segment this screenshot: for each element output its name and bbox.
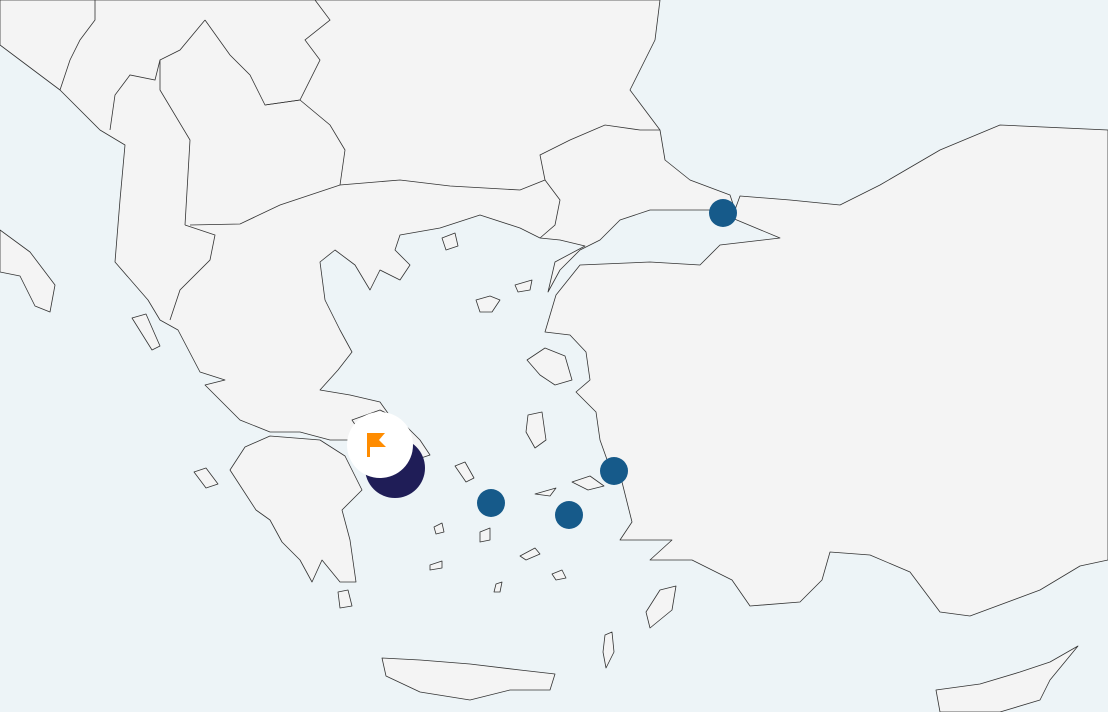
naxos bbox=[519, 547, 541, 561]
small-island bbox=[551, 569, 567, 581]
small-island bbox=[193, 467, 219, 489]
peloponnese bbox=[229, 435, 363, 583]
andros bbox=[454, 461, 475, 483]
small-island bbox=[602, 631, 615, 669]
crete bbox=[381, 657, 556, 701]
lesbos bbox=[526, 347, 573, 386]
cyprus bbox=[935, 645, 1079, 712]
lemnos bbox=[475, 295, 501, 313]
small-island bbox=[534, 487, 557, 497]
location-marker[interactable] bbox=[600, 457, 628, 485]
location-marker[interactable] bbox=[477, 489, 505, 517]
location-marker[interactable] bbox=[555, 501, 583, 529]
small-island bbox=[433, 522, 445, 535]
country-borders bbox=[59, 0, 660, 321]
small-island bbox=[337, 589, 353, 609]
small-island bbox=[479, 527, 491, 543]
chios bbox=[525, 411, 547, 449]
small-island bbox=[131, 313, 161, 351]
balkan-mainland bbox=[0, 0, 736, 473]
flag-icon bbox=[367, 433, 386, 457]
rhodes bbox=[645, 585, 677, 629]
markers bbox=[347, 199, 737, 529]
imbros bbox=[514, 279, 533, 293]
small-island bbox=[493, 581, 503, 593]
italy-heel bbox=[0, 229, 56, 313]
samos bbox=[571, 475, 605, 491]
small-island bbox=[429, 560, 443, 571]
location-marker[interactable] bbox=[709, 199, 737, 227]
selected-location-marker[interactable] bbox=[347, 412, 425, 498]
thasos bbox=[441, 232, 459, 251]
